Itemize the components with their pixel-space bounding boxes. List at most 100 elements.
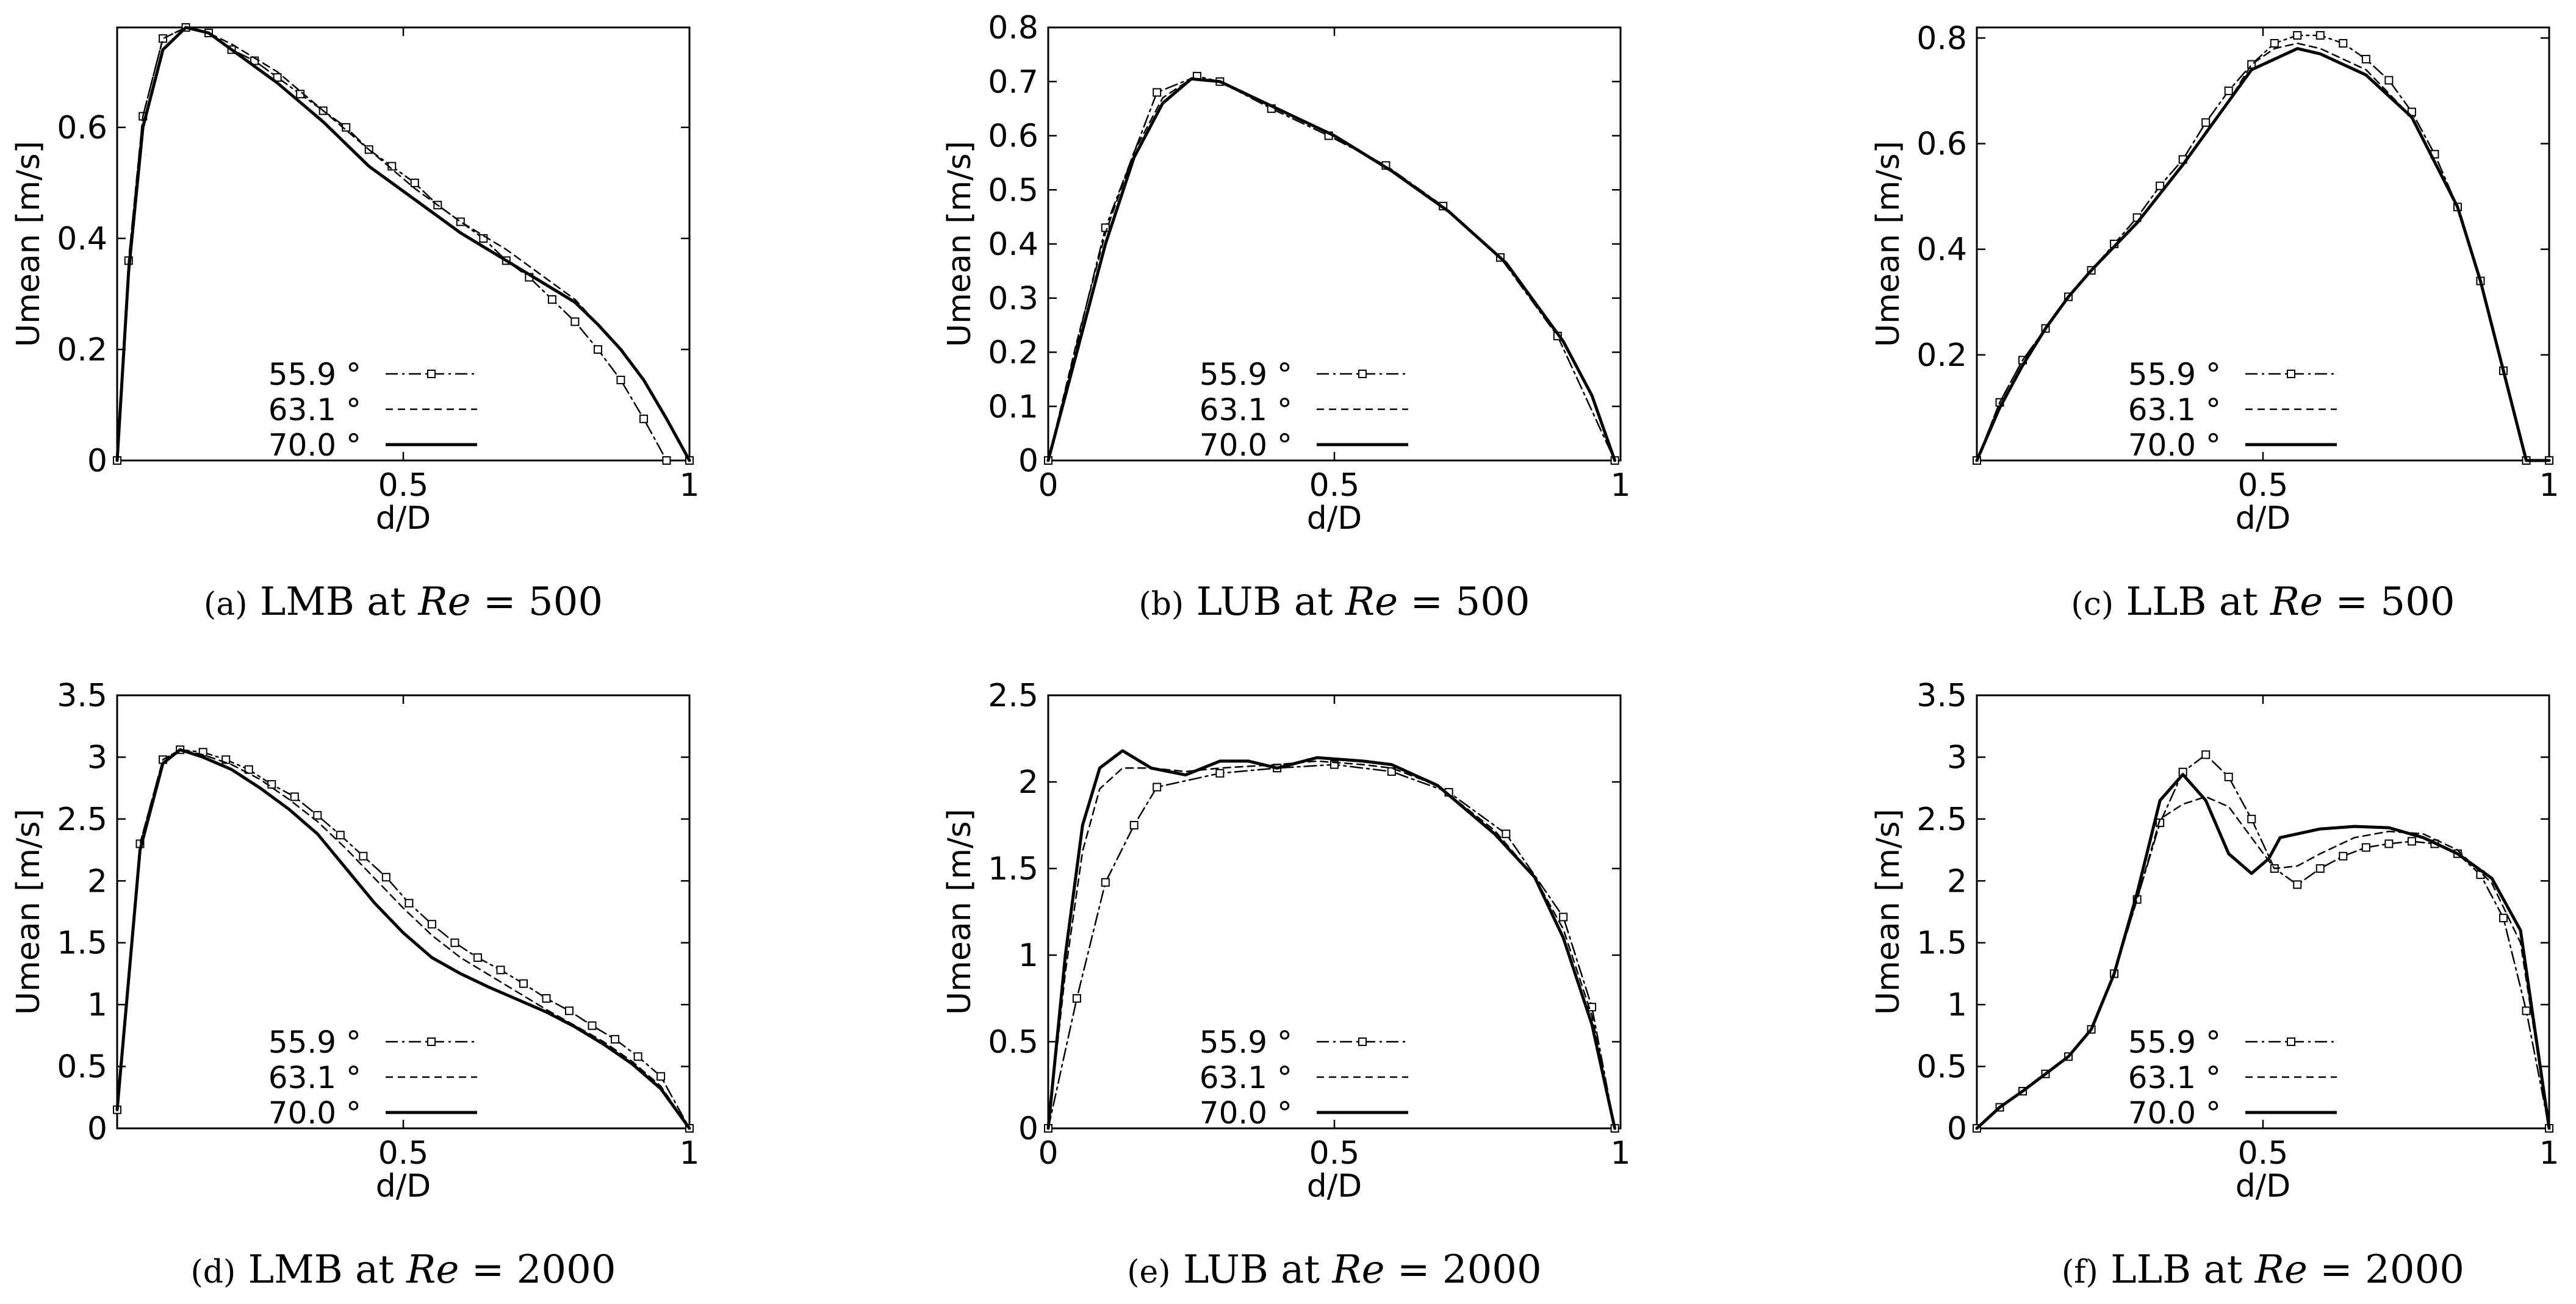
y-tick-label: 2.5 [57,801,107,838]
series-line-1 [1976,34,2550,462]
series-line-2 [116,749,691,1130]
plot-frame [116,26,691,462]
y-tick-label: 3 [87,739,107,776]
caption-tag: (d) [190,1254,236,1291]
data-marker [1072,994,1081,1003]
series-line-1 [1047,764,1616,1130]
y-tick-label: 2 [87,863,107,900]
panel-a: 0 0.2 0.4 0.6 0.5 1 d/D Umean [m/s] 55.9 °63.1 °… [10,23,700,625]
data-marker [2522,1006,2531,1016]
data-marker [2361,843,2370,852]
y-tick-label: 0.1 [988,389,1038,425]
plot-frame [1976,694,2550,1130]
x-tick-label: 1 [2539,1135,2559,1172]
data-marker [473,953,482,962]
x-tick-label: 1 [1610,1135,1630,1172]
data-marker [2384,839,2394,848]
y-tick-label: 0 [87,1111,107,1147]
legend-label: 70.0 ° [268,1095,361,1131]
data-marker [588,1021,597,1030]
y-axis-label: Umean [m/s] [1870,141,1907,347]
panel-c: 0.2 0.4 0.6 0.8 0.5 1 d/D Umean [m/s] 55.9 °63.1… [1870,20,2560,625]
legend-marker [2287,1037,2295,1046]
panel-caption: (e) LUB at Re = 2000 [1127,1247,1541,1292]
data-marker [2156,181,2165,190]
y-tick-label: 0.5 [988,172,1038,209]
series-line-3 [115,748,691,1130]
y-axis-label: Umean [m/s] [941,141,978,347]
y-tick-label: 3 [1947,739,1967,776]
x-tick-label: 1 [679,1135,699,1172]
series-line-1 [116,749,691,1130]
series-line-3 [1046,749,1617,1130]
caption-re: Re [418,579,471,625]
y-tick-label: 0 [1947,1111,1967,1147]
panel-caption: (a) LMB at Re = 500 [204,579,603,625]
panel-e: 0 0.5 1 1.5 2 2.5 0 0.5 1 d/D Umean [m/s] 55.9 °63.… [941,678,1631,1292]
y-tick-label: 0.4 [57,221,107,257]
x-axis-label: d/D [1307,500,1362,537]
caption-text: LUB at [1184,579,1345,625]
y-tick-label: 0.5 [1916,1049,1967,1086]
y-axis-label: Umean [m/s] [10,141,47,347]
data-marker [450,938,459,947]
data-marker [410,178,419,187]
y-tick-label: 0.2 [1916,337,1967,374]
legend-marker [2287,370,2295,378]
x-tick-label: 0.5 [2238,467,2289,504]
y-tick-label: 2 [1018,764,1038,801]
caption-tag: (b) [1139,586,1184,623]
caption-re: Re [2254,1247,2308,1292]
x-tick-label: 0.5 [378,1135,429,1172]
y-tick-label: 2.5 [988,678,1038,714]
y-tick-label: 0.8 [1916,20,1967,57]
panel-caption: (f) LLB at Re = 2000 [2062,1247,2464,1292]
x-tick-label: 1 [679,467,699,504]
x-axis-label: d/D [1307,1168,1362,1205]
data-marker [267,780,276,789]
y-tick-label: 2.5 [1916,801,1967,838]
legend-marker [1358,370,1367,378]
data-marker [336,831,345,840]
data-marker [1215,768,1225,778]
caption-tag: (f) [2062,1254,2098,1291]
legend-label: 70.0 ° [268,428,361,463]
data-marker [2315,30,2325,40]
legend-marker [427,370,436,378]
series-line-2 [1047,760,1616,1130]
x-tick-label: 0 [1038,1135,1058,1172]
y-tick-label: 1.5 [57,925,107,962]
x-axis-label: d/D [376,1168,431,1205]
legend-label: 70.0 ° [2128,1095,2221,1131]
data-marker [2384,76,2394,85]
x-axis-label: d/D [376,500,431,537]
caption-tag: (c) [2071,586,2114,623]
caption-eq: = 2000 [1385,1247,1542,1292]
y-tick-label: 0.4 [988,226,1038,263]
data-marker [2224,86,2233,95]
x-tick-label: 0.5 [378,467,429,504]
legend-label: 63.1 ° [2128,1060,2221,1095]
data-marker [570,317,580,326]
legend-marker [1358,1037,1367,1046]
legend-label: 55.9 ° [268,1025,361,1060]
panel-f: 0 0.5 1 1.5 2 2.5 3 3.5 0.5 1 d/D Umean [m/s] 55.9 °… [1870,678,2560,1292]
y-tick-label: 0.6 [57,110,107,146]
y-axis-label: Umean [m/s] [1870,809,1907,1015]
data-marker [633,1052,642,1061]
y-axis-label: Umean [m/s] [10,809,47,1015]
y-tick-label: 0.4 [1916,232,1967,268]
series-line-3 [1975,773,2551,1130]
legend-label: 55.9 ° [268,357,361,392]
data-marker [542,994,551,1003]
y-tick-label: 0.6 [988,118,1038,155]
legend-label: 70.0 ° [2128,428,2221,463]
series-line-3 [1046,77,1617,462]
panel-caption: (c) LLB at Re = 500 [2071,579,2455,625]
data-marker [381,873,390,882]
caption-text: LLB at [2114,579,2270,625]
data-marker [611,1034,620,1044]
y-tick-label: 0 [1018,1111,1038,1147]
data-marker [1101,878,1110,887]
legend-label: 70.0 ° [1200,1095,1292,1131]
